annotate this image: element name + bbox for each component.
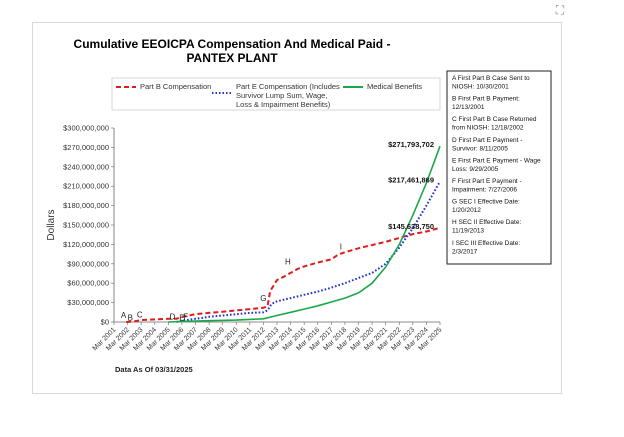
y-tick-label: $120,000,000 xyxy=(63,240,109,249)
annotation-line: E First Part E Payment - Wage xyxy=(452,157,541,164)
chart-legend: Part B Compensation Part E Compensation (… xyxy=(111,77,441,111)
value-label: $217,461,869 xyxy=(388,175,434,184)
data-as-of: Data As Of 03/31/2025 xyxy=(115,365,193,374)
legend-label: Part B Compensation xyxy=(140,82,211,91)
event-marker: C xyxy=(137,311,143,320)
legend-label: Survivor Lump Sum, Wage, xyxy=(236,91,327,100)
event-marker: E xyxy=(179,314,184,323)
annotation-line: 2/3/2017 xyxy=(452,248,478,255)
event-marker: A xyxy=(121,311,127,320)
y-tick-label: $270,000,000 xyxy=(63,143,109,152)
value-label: $271,793,702 xyxy=(388,140,434,149)
y-tick-label: $30,000,000 xyxy=(67,298,109,307)
legend-label: Loss & Impairment Benefits) xyxy=(236,100,331,109)
annotation-line: B First Part B Payment: xyxy=(452,96,520,103)
event-marker: H xyxy=(285,257,291,266)
y-tick-label: $240,000,000 xyxy=(63,162,109,171)
annotation-box xyxy=(446,70,552,265)
y-tick-label: $90,000,000 xyxy=(67,259,109,268)
y-tick-label: $210,000,000 xyxy=(63,182,109,191)
annotation-line: Survivor: 8/11/2005 xyxy=(452,145,508,152)
legend-label: Part E Compensation (Includes xyxy=(236,82,340,91)
annotation-line: 12/13/2001 xyxy=(452,104,485,111)
annotation-line: F First Part E Payment - xyxy=(452,178,522,185)
annotation-line: G SEC I Effective Date: xyxy=(452,199,520,206)
event-marker: D xyxy=(170,312,176,321)
annotation-line: I SEC III Effective Date: xyxy=(452,240,520,247)
annotation-line: C First Part B Case Returned xyxy=(452,116,537,123)
annotation-line: Impairment: 7/27/2006 xyxy=(452,187,517,194)
chart-series: A B C D EF G H I xyxy=(121,145,441,323)
value-label: $145,638,750 xyxy=(388,222,434,231)
annotation-line: D First Part E Payment - xyxy=(452,137,522,144)
y-axis-label: Dollars xyxy=(46,209,57,240)
y-tick-label: $300,000,000 xyxy=(63,124,109,133)
legend-box xyxy=(111,77,441,111)
expand-icon[interactable]: ⛶ xyxy=(555,3,565,17)
y-tick-label: $0 xyxy=(101,318,109,327)
annotation-line: 1/20/2012 xyxy=(452,207,481,214)
series-line xyxy=(126,226,441,323)
y-tick-label: $60,000,000 xyxy=(67,279,109,288)
series-line xyxy=(168,145,441,323)
chart-title-line: Cumulative EEOICPA Compensation And Medi… xyxy=(74,37,391,51)
event-marker: F xyxy=(184,312,189,321)
annotation-line: H SEC II Effective Date: xyxy=(452,219,521,226)
chart-axes: $0 $30,000,000 $60,000,000 $90,000,000 $120,… xyxy=(46,124,443,353)
event-marker: G xyxy=(260,294,266,303)
y-tick-label: $180,000,000 xyxy=(63,201,109,210)
annotation-line: A First Part B Case Sent to xyxy=(452,75,530,82)
annotation-line: from NIOSH: 12/18/2002 xyxy=(452,125,524,132)
legend-label: Medical Benefits xyxy=(367,82,422,91)
chart-title-line: PANTEX PLANT xyxy=(186,51,278,65)
chart-value-labels: $271,793,702 $217,461,869 $145,638,750 xyxy=(388,140,434,231)
y-tick-label: $150,000,000 xyxy=(63,221,109,230)
annotation-line: Loss: 9/29/2005 xyxy=(452,166,499,173)
annotation-line: 11/19/2013 xyxy=(452,228,484,235)
series-line xyxy=(176,180,441,323)
event-marker: B xyxy=(128,314,133,323)
annotation-line: NIOSH: 10/30/2001 xyxy=(452,84,509,91)
event-marker: I xyxy=(340,243,342,252)
chart-title: Cumulative EEOICPA Compensation And Medi… xyxy=(74,37,391,65)
event-annotations: A First Part B Case Sent to NIOSH: 10/30… xyxy=(446,70,552,265)
